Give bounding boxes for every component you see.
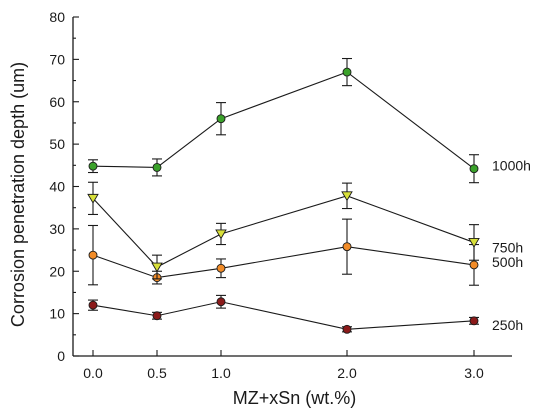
- data-point: [468, 237, 480, 248]
- data-point: [469, 260, 479, 270]
- data-point: [342, 67, 352, 77]
- data-point: [88, 250, 98, 260]
- series-label-1000h: 1000h: [492, 158, 531, 174]
- series-250h: [88, 294, 479, 334]
- x-tick-label: 0.0: [83, 365, 103, 381]
- data-point: [216, 263, 226, 273]
- x-tick-label: 2.0: [337, 365, 357, 381]
- y-tick-label: 50: [49, 136, 65, 152]
- labels-layer: MZ+xSn (wt.%) Corrosion penetration dept…: [8, 62, 531, 408]
- series-label-500h: 500h: [492, 254, 523, 270]
- data-point: [151, 262, 163, 273]
- y-tick-label: 30: [49, 221, 65, 237]
- data-point: [88, 300, 98, 310]
- axes: 0 10 20 30 40 50 60 70 80 0.0 0.5 1.0 2.0 3.0: [49, 9, 512, 381]
- data-point: [469, 316, 479, 326]
- y-tick-label: 40: [49, 179, 65, 195]
- series-1000h: [88, 57, 479, 184]
- data-point: [469, 164, 479, 174]
- data-point: [152, 311, 162, 321]
- data-point: [342, 242, 352, 252]
- data-point: [87, 193, 99, 204]
- series-line-1000h: [92, 71, 475, 170]
- y-tick-label: 0: [57, 348, 65, 364]
- y-axis-title: Corrosion penetration depth (um): [8, 62, 28, 327]
- data-point: [215, 229, 227, 240]
- y-tick-label: 60: [49, 94, 65, 110]
- series-layer: [87, 57, 480, 334]
- series-label-750h: 750h: [492, 239, 523, 255]
- x-tick-label: 1.0: [211, 365, 231, 381]
- y-tick-label: 70: [49, 51, 65, 67]
- x-tick-label: 3.0: [464, 365, 484, 381]
- y-tick-label: 20: [49, 263, 65, 279]
- data-point: [216, 297, 226, 307]
- data-point: [342, 324, 352, 334]
- series-750h: [87, 181, 480, 280]
- series-label-250h: 250h: [492, 317, 523, 333]
- x-axis-title: MZ+xSn (wt.%): [233, 388, 357, 408]
- y-tick-label: 80: [49, 9, 65, 25]
- data-point: [88, 161, 98, 171]
- y-tick-label: 10: [49, 306, 65, 322]
- data-point: [341, 191, 353, 202]
- series-500h: [88, 218, 479, 286]
- series-line-500h: [92, 246, 475, 279]
- data-point: [152, 162, 162, 172]
- data-point: [216, 114, 226, 124]
- series-line-250h: [92, 301, 475, 330]
- x-tick-label: 0.5: [147, 365, 167, 381]
